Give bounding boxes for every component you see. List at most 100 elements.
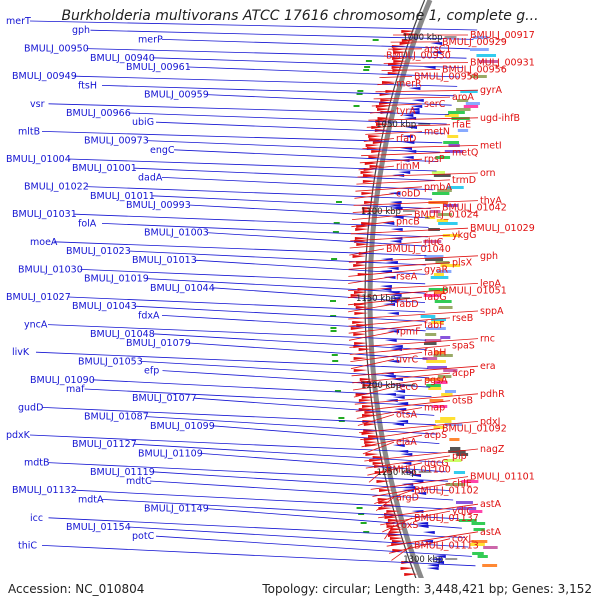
left-leader-line: [152, 57, 464, 68]
forward-gene-arrow: [362, 174, 377, 177]
right-leader-line: [350, 352, 423, 362]
forward-gene-arrow: [376, 480, 391, 483]
left-gene-label: mdtB: [24, 458, 50, 469]
cog-category-block: [434, 300, 452, 303]
gc-marker: [363, 69, 370, 71]
forward-gene-arrow: [374, 471, 389, 474]
right-gene-label: lepA: [480, 278, 502, 289]
cog-category-block: [476, 54, 497, 57]
left-gene-label: icc: [30, 513, 43, 524]
gc-marker: [364, 66, 371, 68]
left-leader-line: [194, 259, 426, 275]
forward-gene-arrow: [353, 264, 368, 267]
right-leader-line: [349, 345, 451, 355]
right-gene-label: otsB: [452, 396, 473, 407]
cog-category-block: [442, 234, 461, 237]
reverse-gene-arrow: [421, 540, 434, 543]
right-leader-line: [371, 103, 423, 107]
left-leader-line: [128, 526, 469, 548]
left-leader-line: [152, 471, 451, 491]
right-gene-label: BMULJ_01113: [414, 541, 479, 552]
cog-category-block: [460, 90, 478, 93]
forward-gene-arrow: [356, 243, 371, 246]
left-leader-line: [155, 121, 445, 134]
cog-category-block: [427, 366, 447, 369]
forward-gene-arrow: [355, 228, 370, 231]
left-leader-line: [86, 186, 433, 200]
forward-gene-arrow: [387, 519, 402, 522]
forward-gene-arrow: [363, 423, 378, 426]
left-gene-label: potC: [132, 531, 155, 542]
right-leader-line: [348, 255, 479, 263]
left-leader-line: [74, 489, 456, 510]
gc-marker: [358, 513, 365, 515]
right-gene-label: tyrA: [396, 106, 416, 117]
cog-category-block: [437, 189, 452, 192]
right-leader-line: [356, 407, 423, 419]
left-gene-label: BMULJ_01027: [6, 292, 71, 303]
right-gene-label: argD: [396, 492, 419, 503]
right-gene-label: metN: [424, 127, 450, 138]
gc-marker: [330, 327, 337, 329]
right-gene-label: BMULJ_01029: [470, 223, 535, 234]
reverse-gene-arrow: [400, 453, 413, 456]
left-leader-line: [101, 85, 455, 97]
forward-gene-arrow: [404, 573, 419, 576]
left-gene-label: mdtA: [78, 494, 104, 505]
cog-category-block: [420, 315, 436, 318]
forward-gene-arrow: [358, 399, 373, 402]
forward-gene-arrow: [368, 435, 383, 438]
cog-category-block: [443, 369, 458, 372]
right-leader-line: [349, 338, 479, 348]
reverse-gene-arrow: [411, 480, 424, 483]
gc-marker: [338, 417, 345, 419]
reverse-gene-arrow: [388, 192, 401, 195]
right-gene-label: BMULJ_00917: [470, 30, 535, 41]
left-leader-line: [140, 361, 430, 379]
left-leader-line: [74, 213, 429, 228]
cog-category-block: [433, 381, 448, 384]
right-leader-line: [382, 517, 413, 533]
left-gene-label: BMULJ_00973: [84, 136, 149, 147]
right-gene-label: fabD: [396, 299, 419, 310]
forward-gene-arrow: [375, 123, 390, 126]
right-leader-line: [348, 317, 451, 327]
gc-marker: [331, 258, 338, 260]
right-leader-line: [364, 448, 479, 462]
left-gene-label: BMULJ_01099: [150, 421, 215, 432]
reverse-gene-arrow: [392, 423, 405, 426]
right-gene-label: plsX: [452, 258, 473, 269]
right-leader-line: [355, 186, 423, 192]
cog-category-block: [425, 216, 436, 219]
right-leader-line: [348, 324, 423, 334]
right-gene-label: BMULJ_00958: [414, 71, 479, 82]
reverse-gene-arrow: [386, 267, 399, 270]
right-gene-label: metQ: [452, 147, 478, 158]
reverse-gene-arrow: [410, 105, 423, 108]
reverse-gene-arrow: [387, 360, 400, 363]
right-gene-label: coxL: [452, 534, 474, 545]
forward-gene-arrow: [361, 192, 376, 195]
forward-gene-arrow: [350, 294, 365, 297]
right-gene-label: thyA: [480, 196, 502, 207]
gc-marker: [330, 315, 337, 317]
forward-gene-arrow: [377, 117, 392, 120]
left-gene-label: BMULJ_01154: [66, 522, 131, 533]
right-leader-line: [386, 531, 479, 547]
forward-gene-arrow: [364, 411, 379, 414]
right-gene-label: era: [480, 361, 496, 372]
right-gene-label: BMULJ_00931: [470, 58, 535, 69]
right-gene-label: chlE: [452, 479, 472, 490]
right-leader-line: [347, 289, 441, 299]
cog-category-block: [482, 564, 498, 567]
cog-category-block: [453, 471, 466, 474]
reverse-gene-arrow: [401, 114, 414, 117]
left-leader-line: [188, 342, 428, 360]
reverse-gene-arrow: [389, 294, 402, 297]
accession-text: Accession: NC_010804: [8, 582, 145, 596]
cog-category-block: [425, 327, 446, 330]
left-leader-line: [173, 149, 439, 162]
left-gene-label: BMULJ_00950: [24, 44, 89, 55]
reverse-gene-arrow: [429, 558, 442, 561]
